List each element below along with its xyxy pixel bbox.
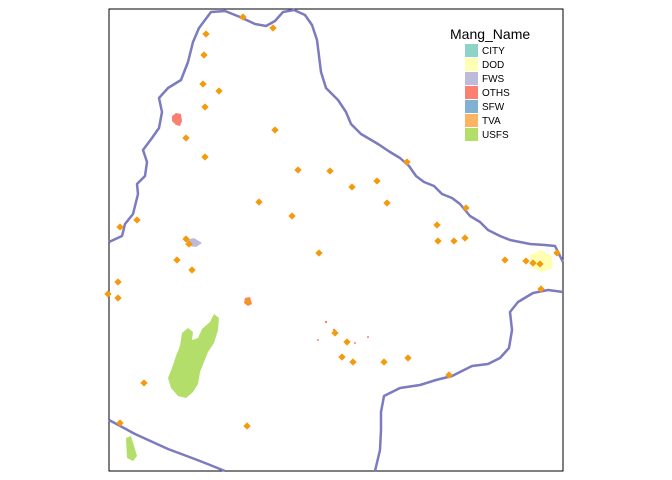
tva-point xyxy=(182,235,190,243)
legend-label-fws: FWS xyxy=(482,74,505,85)
tva-point xyxy=(199,80,207,88)
tva-point xyxy=(116,419,124,427)
tva-point xyxy=(383,199,391,207)
legend-swatch-fws xyxy=(465,72,478,85)
tva-point xyxy=(445,371,453,379)
tva-point xyxy=(461,234,469,242)
legend-label-sfw: SFW xyxy=(482,102,505,113)
oths-speck xyxy=(317,339,319,341)
tva-point xyxy=(133,216,141,224)
tva-point xyxy=(215,87,223,95)
tva-point xyxy=(373,177,381,185)
tva-point xyxy=(182,134,190,142)
tva-point xyxy=(185,240,193,248)
tva-point xyxy=(243,422,251,430)
legend-swatch-tva xyxy=(465,114,478,127)
legend-label-tva: TVA xyxy=(482,116,501,127)
dod-area xyxy=(530,250,553,272)
tva-point xyxy=(244,298,252,306)
tva-point xyxy=(331,329,339,337)
tva-point xyxy=(349,358,357,366)
tva-point xyxy=(529,259,537,267)
tva-point xyxy=(104,290,112,298)
tva-point xyxy=(140,379,148,387)
tva-point xyxy=(116,223,124,231)
tva-point xyxy=(553,249,561,257)
legend-swatch-usfs xyxy=(465,128,478,141)
boundary-north xyxy=(108,8,565,263)
oths-speck xyxy=(367,336,369,338)
tva-point xyxy=(173,256,181,264)
legend: Mang_Name CITY DOD FWS OTHS SFW TVA USFS xyxy=(450,26,530,141)
tva-point xyxy=(188,266,196,274)
tva-point xyxy=(433,221,441,229)
tva-point xyxy=(404,354,412,362)
tva-point xyxy=(271,126,279,134)
tva-point xyxy=(315,249,323,257)
tva-point xyxy=(255,198,263,206)
tva-point xyxy=(114,278,122,286)
legend-label-city: CITY xyxy=(482,46,505,57)
oths-speck xyxy=(324,320,328,324)
legend-swatch-oths xyxy=(465,86,478,99)
legend-label-oths: OTHS xyxy=(482,88,510,99)
boundary-south xyxy=(373,288,564,472)
tva-point xyxy=(403,158,411,166)
tva-point xyxy=(536,260,544,268)
legend-label-dod: DOD xyxy=(482,60,504,71)
tva-point xyxy=(434,237,442,245)
tva-point xyxy=(201,103,209,111)
boundary-lines xyxy=(108,8,565,473)
tva-point xyxy=(269,24,277,32)
tva-points xyxy=(104,13,561,430)
oths-area-north xyxy=(172,113,182,126)
usfs-area-south xyxy=(126,436,137,461)
tva-point xyxy=(200,51,208,59)
legend-swatch-city xyxy=(465,44,478,57)
tva-point xyxy=(343,338,351,346)
tva-point xyxy=(201,153,209,161)
tva-point xyxy=(294,166,302,174)
tva-point xyxy=(450,237,458,245)
tva-point xyxy=(537,285,545,293)
tva-point xyxy=(338,353,346,361)
tva-point xyxy=(348,183,356,191)
tva-point xyxy=(288,212,296,220)
tva-point xyxy=(462,204,470,212)
tva-point xyxy=(114,294,122,302)
boundary-southwest xyxy=(108,418,226,473)
tva-point xyxy=(501,256,509,264)
tva-point xyxy=(522,257,530,265)
legend-swatch-sfw xyxy=(465,100,478,113)
legend-label-usfs: USFS xyxy=(482,130,509,141)
tva-point xyxy=(326,167,334,175)
usfs-areas xyxy=(126,314,219,461)
usfs-area-main xyxy=(168,314,219,398)
legend-title: Mang_Name xyxy=(450,26,530,42)
tva-point xyxy=(380,358,388,366)
legend-swatch-dod xyxy=(465,58,478,71)
oths-speck xyxy=(354,342,356,344)
